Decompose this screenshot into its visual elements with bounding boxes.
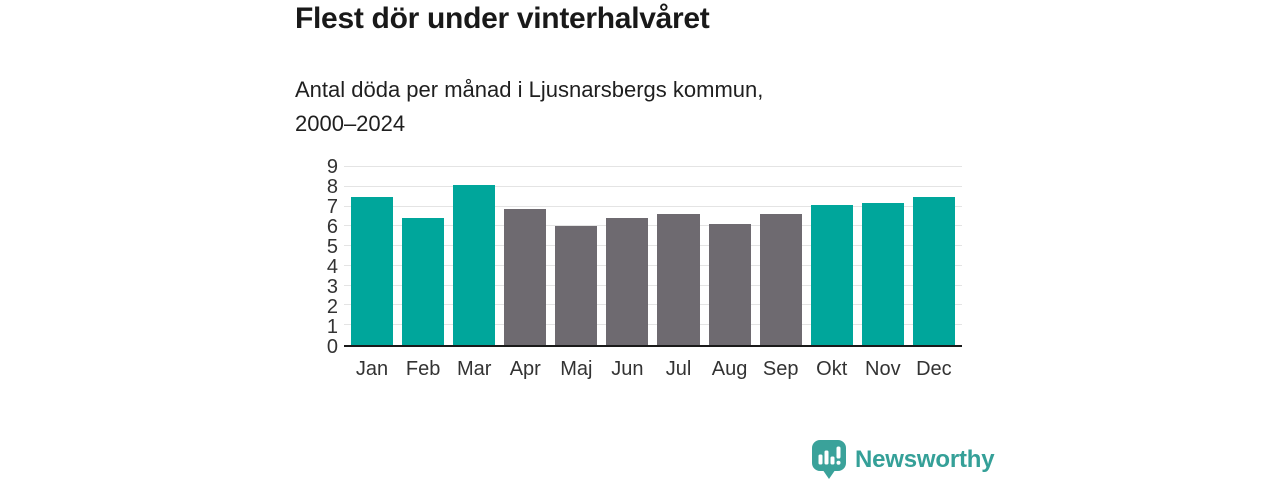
gridline-y3 (344, 284, 962, 286)
x-tick-label-okt: Okt (816, 358, 848, 380)
bar-aug (708, 224, 751, 345)
gridline-y6 (344, 225, 962, 227)
bar-jul (657, 214, 700, 345)
gridline-y9 (344, 166, 962, 167)
x-tick-label-dec: Dec (916, 358, 952, 380)
y-tick-label-3: 3 (326, 276, 338, 298)
chart-title: Flest dör under vinterhalvåret (295, 2, 710, 35)
x-tick-label-jun: Jun (611, 358, 644, 380)
gridline-y1 (344, 324, 962, 326)
plot-area (344, 166, 962, 347)
x-tick-label-jul: Jul (665, 358, 692, 380)
y-tick-label-4: 4 (326, 256, 338, 279)
gridline-y7 (344, 205, 962, 207)
chart-subtitle: Antal döda per månad i Ljusnarsbergs kom… (295, 77, 764, 136)
x-axis-labels: Jan Feb Mar Apr Maj Jun Jul Aug Sep Okt Nov Dec (344, 358, 962, 381)
gridline-y5 (344, 245, 962, 247)
bar-mar (453, 184, 496, 345)
gridline-y2 (344, 304, 962, 306)
bar-chart-speech-bubble-icon (812, 440, 846, 479)
bar-okt (810, 204, 853, 345)
bar-jan (351, 196, 394, 345)
x-tick-label-mar: Mar (456, 358, 492, 380)
x-tick-label-aug: Aug (711, 358, 748, 380)
gridline-y4 (344, 264, 962, 266)
x-tick-label-nov: Nov (865, 358, 901, 380)
bar-sep (759, 214, 802, 345)
brand-name: Newsworthy (855, 446, 995, 473)
bar-nov (861, 202, 904, 345)
y-tick-label-7: 7 (326, 196, 338, 218)
y-tick-label-9: 9 (326, 156, 338, 178)
gridline-y8 (344, 185, 962, 187)
x-tick-label-jan: Jan (355, 358, 389, 380)
y-tick-label-6: 6 (326, 216, 338, 238)
y-tick-label-0: 0 (326, 336, 338, 358)
newsworthy-logo: Newsworthy (812, 440, 995, 480)
y-tick-label-2: 2 (326, 296, 338, 319)
x-tick-label-apr: Apr (509, 358, 541, 380)
y-tick-label-8: 8 (326, 176, 338, 199)
bar-apr (504, 208, 547, 345)
chart-header: Flest dör under vinterhalvåret Antal död… (295, 0, 995, 141)
x-tick-label-sep: Sep (762, 358, 799, 380)
bars-group (344, 167, 962, 345)
bar-feb (402, 218, 445, 345)
bar-dec (912, 196, 955, 345)
x-tick-label-feb: Feb (405, 358, 441, 380)
y-tick-label-1: 1 (326, 316, 338, 339)
y-tick-label-5: 5 (326, 236, 338, 258)
bar-jun (606, 218, 649, 345)
bar-maj (555, 226, 598, 345)
x-tick-label-maj: Maj (560, 358, 593, 380)
